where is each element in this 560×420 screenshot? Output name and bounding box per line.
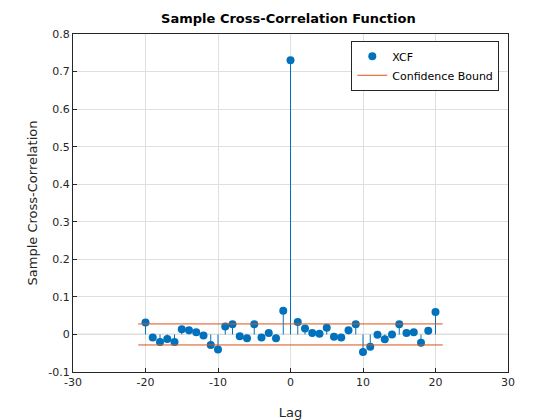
svg-text:-30: -30 bbox=[64, 376, 82, 389]
svg-text:0.5: 0.5 bbox=[52, 141, 70, 154]
svg-text:30: 30 bbox=[501, 376, 515, 389]
svg-text:0.4: 0.4 bbox=[52, 178, 70, 191]
svg-text:10: 10 bbox=[356, 376, 370, 389]
svg-text:Sample Cross-Correlation: Sample Cross-Correlation bbox=[25, 121, 40, 286]
svg-text:Lag: Lag bbox=[279, 405, 302, 420]
svg-text:0: 0 bbox=[63, 328, 70, 341]
svg-text:-0.1: -0.1 bbox=[48, 366, 69, 379]
svg-text:Confidence Bound: Confidence Bound bbox=[392, 70, 493, 83]
svg-text:Sample Cross-Correlation Funct: Sample Cross-Correlation Function bbox=[161, 11, 416, 26]
svg-text:0.7: 0.7 bbox=[52, 65, 70, 78]
svg-text:0.2: 0.2 bbox=[52, 253, 70, 266]
svg-text:-10: -10 bbox=[209, 376, 227, 389]
svg-text:-20: -20 bbox=[137, 376, 155, 389]
svg-text:0.8: 0.8 bbox=[52, 28, 70, 41]
svg-text:0.1: 0.1 bbox=[52, 291, 70, 304]
svg-text:0.3: 0.3 bbox=[52, 216, 70, 229]
svg-text:0.6: 0.6 bbox=[52, 103, 70, 116]
svg-text:XCF: XCF bbox=[392, 51, 413, 64]
svg-text:20: 20 bbox=[429, 376, 443, 389]
svg-text:0: 0 bbox=[287, 376, 294, 389]
